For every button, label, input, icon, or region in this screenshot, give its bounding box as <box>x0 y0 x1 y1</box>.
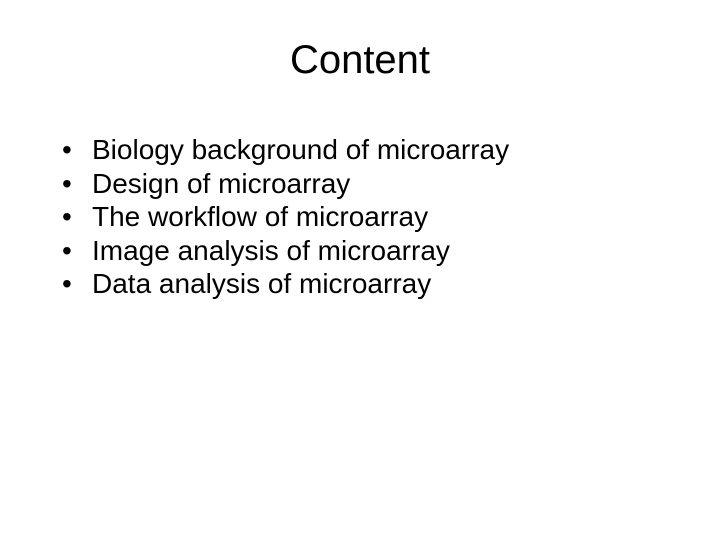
bullet-text: Data analysis of microarray <box>92 267 670 301</box>
list-item: • Design of microarray <box>62 167 670 201</box>
bullet-text: Biology background of microarray <box>92 133 670 167</box>
list-item: • The workflow of microarray <box>62 200 670 234</box>
bullet-marker-icon: • <box>62 133 92 167</box>
bullet-marker-icon: • <box>62 267 92 301</box>
slide-container: Content • Biology background of microarr… <box>0 0 720 540</box>
list-item: • Data analysis of microarray <box>62 267 670 301</box>
bullet-text: Image analysis of microarray <box>92 234 670 268</box>
bullet-marker-icon: • <box>62 167 92 201</box>
list-item: • Biology background of microarray <box>62 133 670 167</box>
bullet-marker-icon: • <box>62 234 92 268</box>
slide-title: Content <box>50 38 670 83</box>
list-item: • Image analysis of microarray <box>62 234 670 268</box>
bullet-marker-icon: • <box>62 200 92 234</box>
bullet-text: Design of microarray <box>92 167 670 201</box>
bullet-list: • Biology background of microarray • Des… <box>50 133 670 301</box>
bullet-text: The workflow of microarray <box>92 200 670 234</box>
